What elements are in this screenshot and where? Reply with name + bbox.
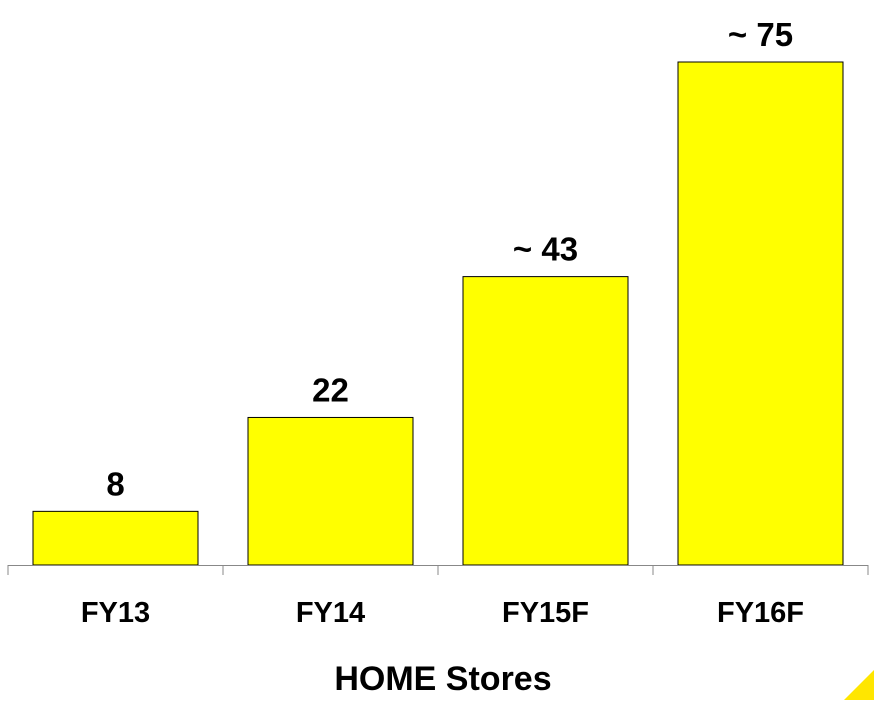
- x-tick-label-fy16f: FY16F: [717, 597, 804, 629]
- data-label-fy14: 22: [312, 371, 349, 408]
- bar-fy13: [32, 510, 199, 566]
- data-label-fy13: 8: [106, 465, 124, 502]
- x-axis: [7, 565, 869, 575]
- bar-fy16f: [677, 61, 844, 566]
- x-tick-label-fy15f: FY15F: [502, 597, 589, 629]
- data-labels-layer: 8 22 ~ 43 ~ 75: [106, 16, 793, 502]
- data-label-fy16f: ~ 75: [728, 16, 793, 53]
- bar-fy15f: [462, 276, 629, 566]
- x-tick-labels: FY13 FY14 FY15F FY16F: [81, 597, 804, 629]
- x-axis-title: HOME Stores: [334, 660, 551, 698]
- bar-fy14: [247, 416, 414, 566]
- corner-accent-mark: [844, 670, 874, 700]
- bars-layer: [32, 61, 844, 566]
- data-label-fy15f: ~ 43: [513, 231, 578, 268]
- x-tick-label-fy14: FY14: [296, 597, 365, 629]
- x-tick-label-fy13: FY13: [81, 597, 150, 629]
